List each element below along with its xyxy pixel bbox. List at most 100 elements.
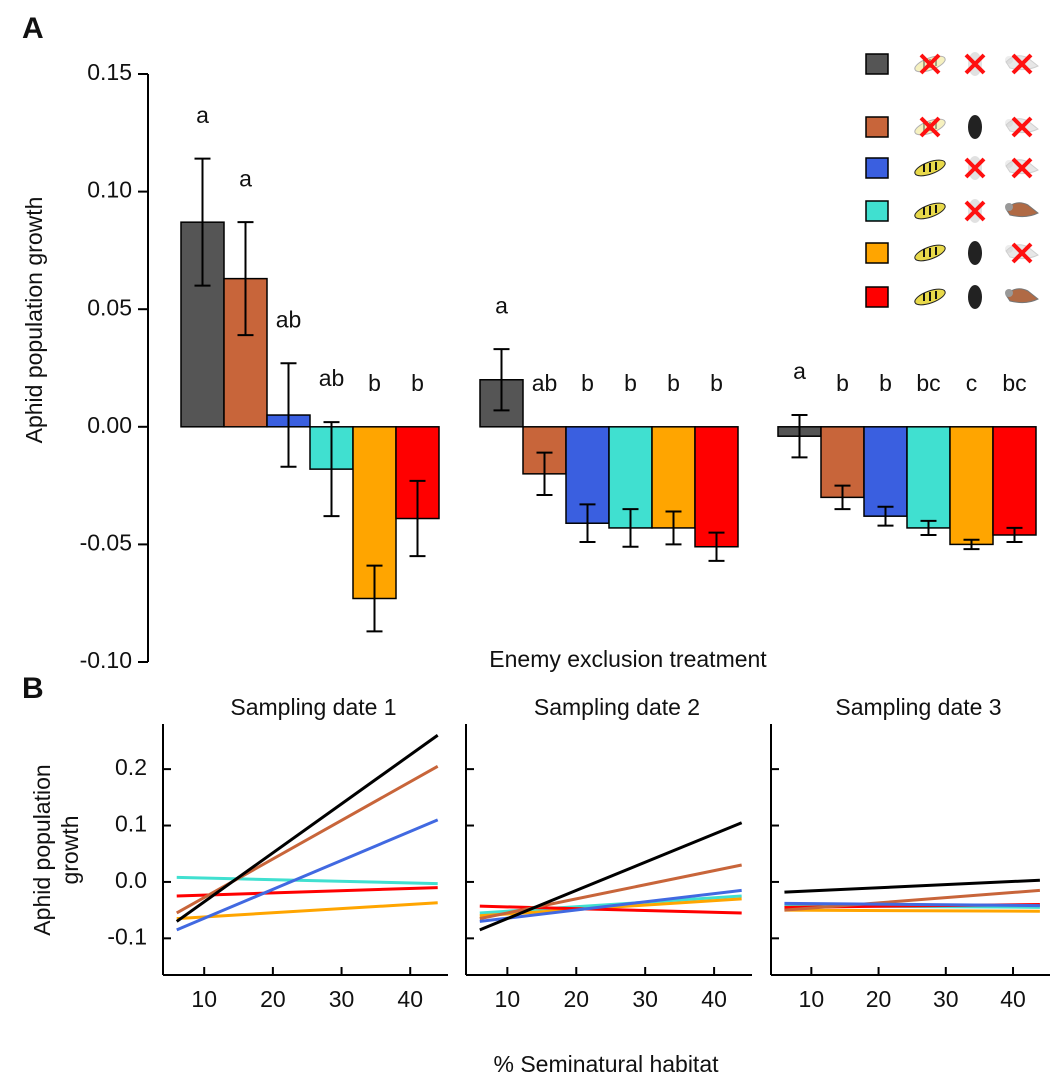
- error-bar: [194, 157, 211, 287]
- error-bar: [280, 362, 297, 468]
- significance-letter: b: [879, 370, 892, 396]
- trend-line: [176, 901, 438, 921]
- significance-letter: a: [793, 358, 806, 384]
- trend-line: [784, 908, 1040, 913]
- significance-letter: b: [368, 370, 381, 396]
- y-axis-label: Aphid population growth: [21, 197, 47, 444]
- error-bar: [366, 564, 383, 633]
- legend-swatch: [865, 116, 889, 138]
- significance-letter: b: [581, 370, 594, 396]
- significance-letter: b: [624, 370, 637, 396]
- significance-letter: ab: [319, 365, 345, 391]
- significance-letter: b: [710, 370, 723, 396]
- trend-line: [479, 904, 742, 915]
- significance-letter: ab: [276, 306, 302, 332]
- error-bar: [409, 479, 426, 558]
- trend-line: [176, 886, 438, 898]
- error-bar: [493, 348, 510, 412]
- significance-letter: c: [966, 370, 978, 396]
- x-tick-label: 20: [260, 986, 286, 1012]
- legend-swatch: [865, 200, 889, 222]
- x-tick-label: 30: [933, 986, 959, 1012]
- bar: [949, 426, 994, 546]
- legend-swatch: [865, 242, 889, 264]
- y-axis-label: Aphid population: [29, 764, 55, 935]
- significance-letter: b: [667, 370, 680, 396]
- y-tick-label: 0.0: [115, 867, 147, 893]
- exclusion-cross: [964, 53, 986, 75]
- trend-line: [176, 764, 439, 915]
- subplot-title: Sampling date 2: [534, 694, 700, 720]
- bird-head: [1005, 289, 1013, 297]
- y-tick-label: 0.05: [87, 294, 132, 320]
- significance-letter: b: [836, 370, 849, 396]
- significance-letter: a: [239, 165, 252, 191]
- x-tick-label: 40: [701, 986, 727, 1012]
- exclusion-cross: [1011, 242, 1033, 264]
- y-tick-label: 0.1: [115, 811, 147, 837]
- significance-letter: a: [196, 102, 209, 128]
- panel-label: A: [22, 12, 44, 45]
- y-tick-label: -0.1: [107, 923, 147, 949]
- wasp-stripes: [923, 247, 937, 257]
- y-tick-label: 0.00: [87, 412, 132, 438]
- x-tick-label: 20: [866, 986, 892, 1012]
- trend-line: [479, 888, 742, 923]
- trend-line: [176, 875, 438, 886]
- bird-icon: [1005, 202, 1039, 218]
- error-bar: [579, 503, 596, 544]
- x-tick-label: 30: [329, 986, 355, 1012]
- error-bar: [920, 519, 937, 536]
- exclusion-cross: [919, 116, 941, 138]
- subplot-title: Sampling date 1: [230, 694, 396, 720]
- exclusion-cross: [964, 200, 986, 222]
- y-tick-label: -0.05: [80, 529, 132, 555]
- error-bar: [791, 414, 808, 459]
- trend-line: [784, 901, 1040, 908]
- beetle-icon: [968, 115, 982, 139]
- bar: [863, 426, 908, 517]
- bird-head: [1005, 245, 1013, 253]
- legend-swatch: [865, 53, 889, 75]
- error-bar: [323, 421, 340, 518]
- bird-head: [1005, 119, 1013, 127]
- x-axis-label: % Seminatural habitat: [493, 1051, 719, 1077]
- bird-icon: [1005, 288, 1039, 304]
- trend-line: [479, 821, 743, 932]
- significance-letter: ab: [532, 370, 558, 396]
- x-axis-label: Enemy exclusion treatment: [489, 646, 767, 672]
- error-bar: [622, 508, 639, 548]
- error-bar: [536, 451, 553, 497]
- y-axis-label: growth: [57, 815, 83, 884]
- trend-line: [175, 734, 439, 923]
- y-tick-label: 0.15: [87, 59, 132, 85]
- error-bar: [708, 531, 725, 562]
- exclusion-cross: [1011, 116, 1033, 138]
- legend-swatch: [865, 157, 889, 179]
- legend-swatch: [865, 286, 889, 308]
- wasp-stripes: [923, 291, 937, 301]
- panel-label: B: [22, 672, 44, 705]
- x-tick-label: 30: [632, 986, 658, 1012]
- trend-line: [176, 818, 439, 932]
- error-bar: [834, 484, 851, 511]
- exclusion-cross: [1011, 53, 1033, 75]
- x-tick-label: 10: [191, 986, 217, 1012]
- significance-letter: b: [411, 370, 424, 396]
- beetle-icon: [968, 285, 982, 309]
- significance-letter: bc: [916, 370, 940, 396]
- x-tick-label: 40: [1000, 986, 1026, 1012]
- bar: [992, 426, 1037, 536]
- y-tick-label: -0.10: [80, 647, 132, 673]
- beetle-icon: [968, 241, 982, 265]
- wasp-stripes: [923, 162, 937, 172]
- bird-head: [1005, 203, 1013, 211]
- significance-letter: a: [495, 292, 508, 318]
- trend-line: [784, 878, 1040, 894]
- error-bar: [963, 538, 980, 551]
- x-tick-label: 40: [397, 986, 423, 1012]
- trend-line: [784, 888, 1041, 912]
- trend-line: [479, 863, 742, 921]
- bar: [694, 426, 739, 548]
